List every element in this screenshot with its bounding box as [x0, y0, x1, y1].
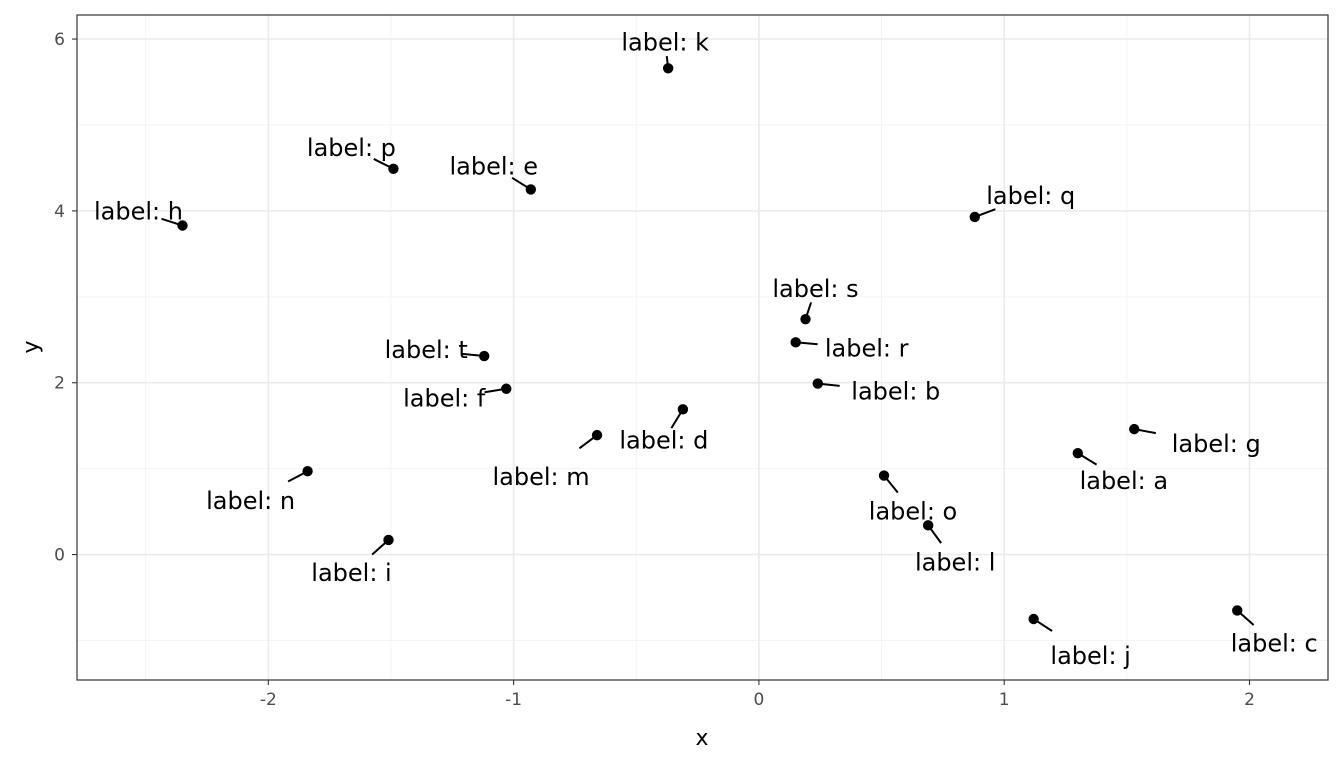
label-leader-k [665, 56, 669, 65]
label-leader-a [1080, 454, 1098, 466]
y-tick-label: 4 [54, 202, 65, 222]
label-leader-i [371, 541, 387, 556]
point-o [878, 470, 890, 481]
label-leader-f [484, 388, 503, 394]
point-n [302, 466, 313, 477]
label-leader-j [1036, 620, 1053, 632]
label-leader-t [462, 352, 481, 357]
point-b [812, 378, 823, 389]
label-leader-b [821, 382, 840, 387]
y-tick-label: 6 [54, 30, 65, 50]
point-a [1072, 447, 1084, 459]
label-leader-d [670, 412, 682, 429]
label-leader-g [1137, 428, 1157, 435]
point-l [922, 520, 934, 531]
panel-background [77, 15, 1328, 680]
point-label-a: label: a [1080, 467, 1168, 495]
point-label-r: label: r [825, 334, 909, 362]
point-f [501, 383, 512, 394]
point-label-c: label: c [1231, 629, 1318, 657]
label-leader-n [287, 472, 305, 483]
point-label-s: label: s [772, 275, 858, 303]
x-tick-label: 0 [754, 690, 765, 710]
point-e [525, 184, 536, 195]
point-p [388, 163, 399, 174]
grid [77, 15, 1328, 680]
point-label-n: label: n [206, 487, 295, 515]
point-label-j: label: j [1050, 642, 1130, 670]
label-leader-c [1239, 612, 1255, 626]
label-leader-e [511, 176, 528, 189]
point-label-f: label: f [403, 385, 486, 413]
point-label-t: label: t [385, 336, 468, 364]
y-tick-label: 0 [54, 546, 65, 566]
point-i [383, 534, 394, 546]
point-d [677, 404, 689, 415]
point-m [591, 429, 603, 441]
x-tick-label: 1 [999, 690, 1010, 710]
x-tick-label: -2 [260, 690, 277, 710]
point-h [177, 220, 188, 231]
label-leader-p [373, 158, 391, 168]
point-j [1028, 613, 1039, 625]
point-label-g: label: g [1172, 430, 1261, 458]
x-tick-label: 2 [1244, 690, 1255, 710]
label-leader-s [805, 302, 813, 316]
label-leader-h [161, 217, 179, 226]
point-label-b: label: b [851, 378, 940, 406]
point-g [1129, 423, 1140, 435]
label-leader-m [578, 436, 595, 450]
label-leader-o [885, 478, 899, 494]
y-axis-title: y [19, 340, 44, 353]
point-label-m: label: m [492, 463, 589, 491]
point-label-q: label: q [986, 182, 1075, 210]
point-s [800, 313, 811, 325]
label-leader-r [799, 341, 818, 346]
x-axis-title: x [695, 726, 708, 751]
point-k [662, 63, 674, 74]
point-label-k: label: k [621, 28, 709, 56]
point-c [1232, 605, 1243, 616]
axis-ticks: -2 -1 0 1 2 0 2 4 6 [54, 30, 1255, 710]
point-label-o: label: o [869, 498, 957, 526]
x-tick-label: -1 [505, 690, 522, 710]
point-label-h: label: h [94, 197, 183, 225]
point-label-l: label: l [915, 548, 995, 576]
y-tick-label: 2 [54, 374, 65, 394]
point-q [969, 211, 980, 223]
point-labels: label: a label: b label: c label: d label: e… [94, 28, 1318, 670]
point-label-i: label: i [311, 559, 391, 587]
label-leader-q [978, 208, 996, 217]
label-leader-l [929, 527, 942, 544]
label-leaders [161, 56, 1255, 632]
point-r [790, 337, 801, 348]
panel-border [76, 14, 1329, 681]
point-t [478, 350, 490, 362]
point-label-e: label: e [450, 152, 539, 180]
point-label-d: label: d [619, 426, 708, 454]
point-label-p: label: p [307, 134, 396, 162]
data-points [177, 63, 1243, 625]
